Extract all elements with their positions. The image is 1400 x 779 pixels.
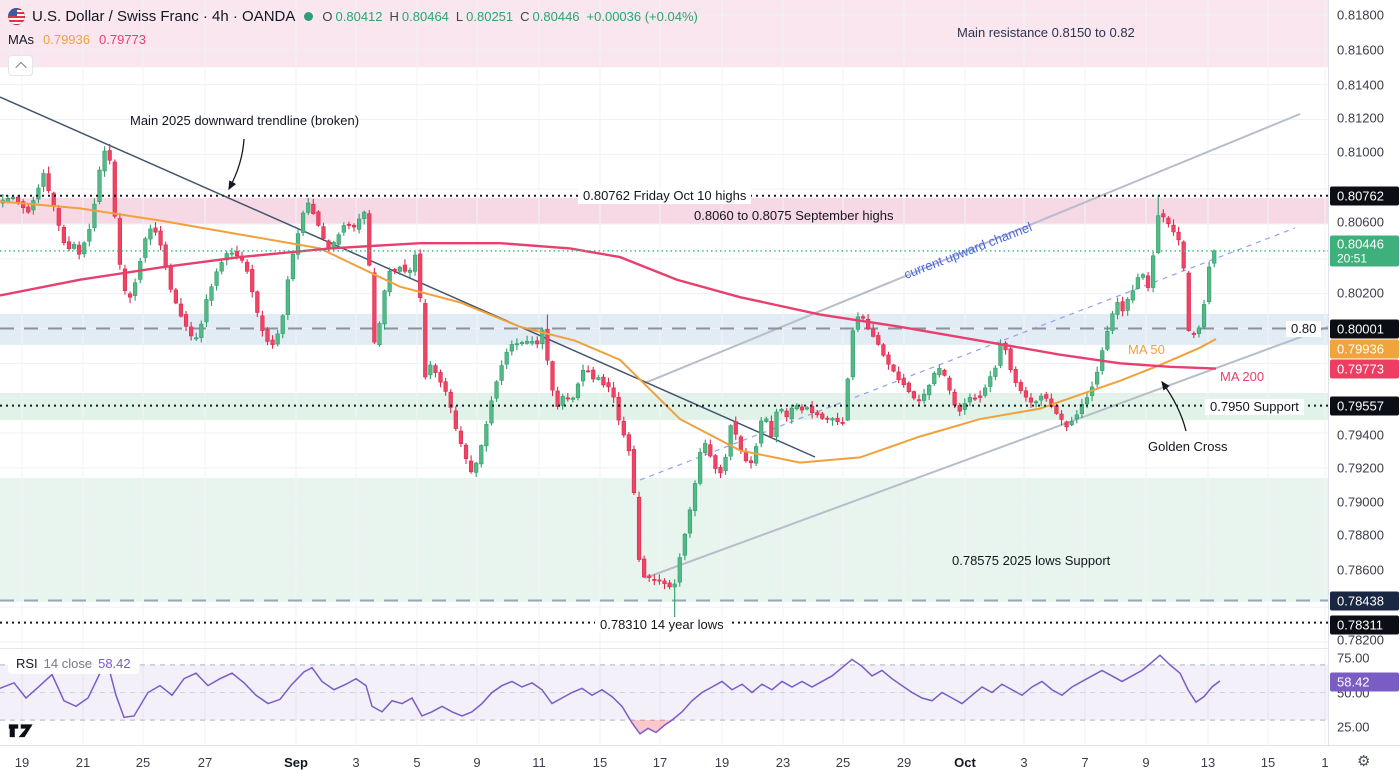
annotation-trendline-broken-label: Main 2025 downward trendline (broken) [130, 113, 360, 128]
ma200-value: 0.79773 [99, 32, 146, 47]
time-axis-label: 21 [75, 755, 91, 770]
mas-label: MAs [8, 32, 34, 47]
time-axis-label: 1 [1321, 755, 1329, 770]
price-axis-label: 75.00 [1337, 650, 1370, 666]
ohlc-values: O 0.80412 H 0.80464 L 0.80251 C 0.80446 +0.00036… [322, 9, 697, 24]
time-axis-label: 15 [592, 755, 608, 770]
price-axis-label: 0.81600 [1337, 42, 1384, 58]
rsi-params: 14 close [43, 656, 93, 671]
time-axis-label: 17 [652, 755, 668, 770]
price-axis-label: 0.81000 [1337, 144, 1384, 160]
price-badge-0.80762: 0.80762 [1330, 186, 1399, 206]
price-badge-0.80446: 0.80446 20:51 [1330, 235, 1399, 267]
chevron-up-icon [14, 61, 27, 73]
price-axis-label: 25.00 [1337, 719, 1370, 735]
chart-pane[interactable]: Main resistance 0.8150 to 0.82 Main 2025 … [0, 0, 1328, 745]
price-change: +0.00036 (+0.04%) [586, 8, 698, 24]
ohlc-key: L [455, 8, 464, 24]
zone-support-0795 [0, 392, 1328, 420]
price-badge-0.79557: 0.79557 [1330, 396, 1399, 416]
ohlc-value: 0.80412 [335, 8, 383, 24]
collapse-legend-button[interactable] [8, 55, 33, 76]
channel-mid-line [639, 227, 1296, 481]
pane-separator[interactable] [0, 648, 1328, 649]
time-axis-label: 15 [1260, 755, 1276, 770]
annotation-price-080-label: 0.80 [1286, 321, 1322, 337]
trendline-2025 [0, 96, 816, 458]
channel-upper-line [644, 113, 1301, 384]
market-status-icon [304, 11, 314, 21]
annotation-main-resistance-label: Main resistance 0.8150 to 0.82 [957, 25, 1135, 40]
time-axis-label: 7 [1081, 755, 1089, 770]
time-axis-label: 5 [413, 755, 421, 770]
time-axis-label: 19 [714, 755, 730, 770]
time-axis-label: Oct [954, 755, 976, 770]
price-axis-label: 0.80200 [1337, 285, 1384, 301]
price-axis-label: 0.80600 [1337, 214, 1384, 230]
chart-legend: U.S. Dollar / Swiss Franc · 4h · OANDA O… [8, 6, 698, 47]
time-axis-label: 3 [1020, 755, 1028, 770]
price-axis[interactable]: 0.81800 0.81600 0.81400 0.81200 0.81000 0.806… [1328, 0, 1400, 745]
price-axis-label: 0.81400 [1337, 77, 1384, 93]
time-axis-label: 23 [775, 755, 791, 770]
ohlc-value: 0.80446 [532, 8, 580, 24]
annotation-support-7950-label: 0.7950 Support [1205, 399, 1304, 415]
price-badge-0.79773: 0.79773 [1330, 359, 1399, 379]
time-axis-label: 29 [896, 755, 912, 770]
ma50-line [0, 200, 1217, 464]
price-badge-0.79936: 0.79936 [1330, 339, 1399, 359]
ohlc-value: 0.80464 [401, 8, 449, 24]
annotation-friday-highs-label: 0.80762 Friday Oct 10 highs [578, 188, 752, 204]
zone-main-resistance [0, 0, 1328, 68]
price-axis-label: 0.81200 [1337, 110, 1384, 126]
time-axis-label: 11 [532, 755, 546, 770]
rsi-name: RSI [16, 656, 38, 671]
annotation-golden-cross-label: Golden Cross [1148, 439, 1228, 454]
annotation-arrow [228, 138, 245, 191]
price-axis-label: 0.78800 [1337, 527, 1384, 543]
price-axis-label: 0.79400 [1337, 427, 1384, 443]
price-badge-0.78311: 0.78311 [1330, 615, 1399, 635]
time-axis-label: 25 [835, 755, 851, 770]
ohlc-key: C [520, 8, 530, 24]
ohlc-key: H [389, 8, 399, 24]
annotation-lows-support-label: 0.78575 2025 lows Support [952, 553, 1111, 568]
time-axis-label: 3 [352, 755, 360, 770]
rsi-value: 58.42 [98, 656, 131, 671]
rsi-legend[interactable]: RSI 14 close 58.42 [8, 653, 139, 674]
time-axis-label: 9 [1142, 755, 1150, 770]
time-axis-label: 25 [135, 755, 151, 770]
annotation-september-highs-label: 0.8060 to 0.8075 September highs [694, 208, 894, 223]
time-axis-label: 19 [14, 755, 30, 770]
time-axis-label: 13 [1200, 755, 1216, 770]
rsi-line [0, 654, 1221, 735]
price-axis-label: 0.78200 [1337, 632, 1384, 648]
annotation-ma50-label: MA 50 [1128, 342, 1165, 357]
candles [0, 143, 1217, 623]
price-axis-label: 0.79200 [1337, 460, 1384, 476]
us-flag-icon [8, 7, 25, 25]
axis-settings-gear-icon[interactable]: ⚙ [1357, 753, 1371, 770]
symbol-title[interactable]: U.S. Dollar / Swiss Franc · 4h · OANDA [32, 7, 296, 25]
time-axis-label: Sep [284, 755, 308, 770]
time-axis[interactable]: 19 21 25 27 Sep 3 5 9 11 15 17 19 23 25 29 Oct 3 7 9 13 15 1 [0, 745, 1400, 779]
chart-canvas[interactable] [0, 0, 1328, 745]
price-badge-0.80001: 0.80001 [1330, 319, 1399, 339]
ma50-value: 0.79936 [43, 32, 90, 47]
ohlc-value: 0.80251 [466, 8, 514, 24]
tradingview-logo[interactable] [8, 721, 42, 743]
price-badge-58.42: 58.42 [1330, 672, 1399, 692]
annotation-arrow [1161, 380, 1187, 432]
ma200-line [0, 241, 1217, 370]
annotation-ma200-label: MA 200 [1220, 369, 1265, 384]
price-axis-label: 0.79000 [1337, 494, 1384, 510]
price-axis-label: 0.81800 [1337, 7, 1384, 23]
time-axis-label: 27 [197, 755, 213, 770]
price-badge-0.78438: 0.78438 [1330, 591, 1399, 611]
annotation-year-lows-label: 0.78310 14 year lows [595, 617, 729, 633]
time-axis-label: 9 [473, 755, 481, 770]
ohlc-key: O [322, 8, 333, 24]
price-axis-label: 0.78600 [1337, 562, 1384, 578]
